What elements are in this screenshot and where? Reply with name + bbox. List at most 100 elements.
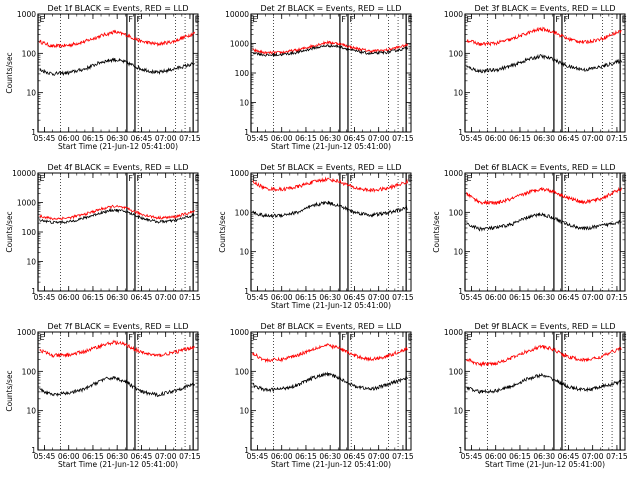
marker-label: E [253, 174, 258, 183]
x-tick-label: 06:30 [533, 452, 555, 461]
lld-series-line [466, 186, 622, 206]
panel-title: Det 8f BLACK = Events, RED = LLD [260, 322, 401, 331]
y-tick-label: 100 [235, 69, 250, 78]
y-tick-label: 1 [244, 287, 249, 296]
marker-label: F [136, 174, 141, 183]
marker-label: E [467, 333, 472, 342]
events-series-line [39, 57, 195, 77]
marker-label: E [40, 15, 45, 24]
marker-label: F [555, 15, 560, 24]
x-tick-label: 06:00 [271, 293, 293, 302]
x-tick-label: 07:00 [582, 293, 604, 302]
x-tick-label: 06:00 [58, 452, 80, 461]
marker-label: F [555, 174, 560, 183]
x-tick-label: 06:30 [106, 293, 128, 302]
y-tick-label: 100 [22, 228, 37, 237]
x-tick-label: 07:00 [368, 293, 390, 302]
x-tick-label: 07:15 [179, 452, 201, 461]
lld-series-line [39, 339, 195, 358]
events-series-line [466, 372, 622, 395]
x-tick-label: 07:00 [368, 452, 390, 461]
detector-panel: Det 8f BLACK = Events, RED = LLD 1 10 100 10… [230, 322, 414, 469]
x-tick-label: 06:00 [485, 452, 507, 461]
x-tick-label: 06:45 [344, 452, 366, 461]
x-tick-label: 05:45 [247, 293, 269, 302]
y-tick-label: 1000 [17, 10, 36, 19]
x-tick-label: 07:15 [392, 452, 414, 461]
detector-panel: Det 6f BLACK = Events, RED = LLD 1 10 100 10… [432, 163, 628, 302]
x-tick-label: 06:30 [106, 452, 128, 461]
x-axis-label: Start Time (21-Jun-12 05:41:00) [271, 142, 391, 151]
x-tick-label: 07:00 [368, 134, 390, 143]
marker-label: E [622, 174, 627, 183]
panel-title: Det 4f BLACK = Events, RED = LLD [47, 163, 188, 172]
x-axis-label: Start Time (21-Jun-12 05:41:00) [485, 460, 605, 469]
plot-frame [37, 172, 199, 292]
y-tick-label: 10 [453, 407, 463, 416]
y-tick-label: 10000 [12, 169, 36, 178]
lld-series-line [39, 29, 195, 49]
panel-title: Det 9f BLACK = Events, RED = LLD [474, 322, 615, 331]
x-tick-label: 06:15 [295, 134, 317, 143]
x-tick-label: 06:15 [509, 293, 531, 302]
y-tick-label: 10000 [225, 10, 249, 19]
x-tick-label: 07:15 [179, 134, 201, 143]
y-tick-label: 1 [31, 128, 36, 137]
x-tick-label: 07:00 [155, 452, 177, 461]
x-tick-label: 07:00 [582, 452, 604, 461]
x-axis-label: Start Time (21-Jun-12 05:41:00) [58, 142, 178, 151]
marker-label: E [622, 333, 627, 342]
marker-label: F [563, 174, 568, 183]
x-tick-label: 06:15 [509, 134, 531, 143]
y-tick-label: 1000 [230, 169, 249, 178]
y-tick-label: 1000 [17, 199, 36, 208]
marker-label: F [555, 333, 560, 342]
x-tick-label: 06:00 [271, 134, 293, 143]
y-tick-label: 100 [449, 49, 464, 58]
lld-series-line [252, 39, 408, 56]
y-tick-label: 1000 [444, 328, 463, 337]
panel-title: Det 7f BLACK = Events, RED = LLD [47, 322, 188, 331]
y-axis-label: Counts/sec [5, 211, 14, 252]
x-tick-label: 06:30 [533, 293, 555, 302]
x-tick-label: 05:45 [34, 293, 56, 302]
x-tick-label: 07:15 [392, 134, 414, 143]
x-tick-label: 06:30 [319, 293, 341, 302]
y-tick-label: 1 [244, 128, 249, 137]
x-tick-label: 07:15 [606, 293, 628, 302]
x-tick-label: 06:45 [131, 452, 153, 461]
y-tick-label: 1 [244, 446, 249, 455]
panel-title: Det 2f BLACK = Events, RED = LLD [260, 4, 401, 13]
x-tick-label: 06:45 [131, 134, 153, 143]
marker-label: F [563, 333, 568, 342]
y-tick-label: 10 [453, 89, 463, 98]
marker-label: F [563, 15, 568, 24]
detector-panel: Det 7f BLACK = Events, RED = LLD 1 10 100 10… [5, 322, 201, 469]
x-tick-label: 07:00 [155, 293, 177, 302]
plot-frame [250, 331, 412, 451]
plot-frame [464, 331, 626, 451]
y-tick-label: 1 [31, 446, 36, 455]
marker-label: E [408, 333, 413, 342]
x-tick-label: 06:30 [319, 452, 341, 461]
x-axis-label: Start Time (21-Jun-12 05:41:00) [271, 460, 391, 469]
detector-panel: Det 1f BLACK = Events, RED = LLD 1 10 100 10… [5, 4, 201, 151]
y-tick-label: 100 [449, 367, 464, 376]
marker-label: E [195, 15, 200, 24]
x-tick-label: 07:15 [606, 452, 628, 461]
x-tick-label: 06:15 [82, 134, 104, 143]
y-tick-label: 100 [449, 208, 464, 217]
x-tick-label: 06:30 [533, 134, 555, 143]
panel-title: Det 1f BLACK = Events, RED = LLD [47, 4, 188, 13]
y-tick-label: 1000 [444, 10, 463, 19]
marker-label: F [341, 15, 346, 24]
y-tick-label: 1 [458, 128, 463, 137]
y-tick-label: 1000 [17, 328, 36, 337]
lld-series-line [252, 343, 408, 364]
events-series-line [466, 212, 622, 232]
detector-panel: Det 3f BLACK = Events, RED = LLD 1 10 100 10… [444, 4, 628, 143]
marker-label: F [128, 174, 133, 183]
x-tick-label: 06:45 [344, 134, 366, 143]
x-tick-label: 06:30 [319, 134, 341, 143]
x-tick-label: 06:45 [558, 293, 580, 302]
